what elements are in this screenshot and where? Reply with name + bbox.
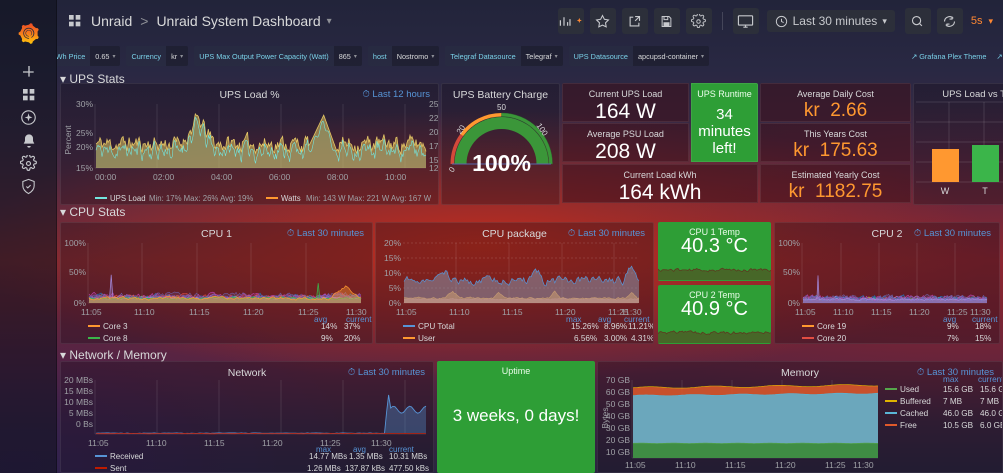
svg-text:11:20: 11:20 <box>775 460 796 470</box>
svg-text:15.6 GB: 15.6 GB <box>943 385 974 394</box>
svg-text:00:00: 00:00 <box>95 172 117 182</box>
svg-text:50%: 50% <box>783 267 800 277</box>
svg-text:11:15: 11:15 <box>204 438 225 448</box>
svg-text:9%: 9% <box>321 334 333 343</box>
svg-text:175 W: 175 W <box>429 141 439 151</box>
svg-text:UPS Load: UPS Load <box>110 194 146 203</box>
svg-text:18%: 18% <box>975 322 991 331</box>
svg-text:37%: 37% <box>344 322 360 331</box>
svg-text:14%: 14% <box>321 322 337 331</box>
svg-text:Cached: Cached <box>900 409 929 418</box>
svg-text:50: 50 <box>497 103 506 112</box>
svg-text:Core 3: Core 3 <box>103 322 128 331</box>
svg-text:20%: 20% <box>76 142 93 152</box>
svg-text:25%: 25% <box>76 128 93 138</box>
svg-text:11:20: 11:20 <box>243 307 264 317</box>
svg-text:Core 19: Core 19 <box>817 322 847 331</box>
svg-text:5%: 5% <box>389 283 402 293</box>
svg-text:11:10: 11:10 <box>675 460 696 470</box>
svg-text:15.6 GB: 15.6 GB <box>980 385 1003 394</box>
svg-text:4.31%: 4.31% <box>631 334 654 343</box>
svg-text:15 MBs: 15 MBs <box>64 386 93 396</box>
svg-text:15.26%: 15.26% <box>571 322 599 331</box>
svg-text:Free: Free <box>900 421 917 430</box>
svg-text:11:10: 11:10 <box>146 438 167 448</box>
svg-text:11.21%: 11.21% <box>628 322 654 331</box>
svg-text:1.26 MBs: 1.26 MBs <box>307 464 341 473</box>
svg-text:11:05: 11:05 <box>396 307 417 317</box>
svg-text:11:05: 11:05 <box>625 460 646 470</box>
svg-text:60 GB: 60 GB <box>606 387 630 397</box>
svg-text:11:05: 11:05 <box>795 307 816 317</box>
svg-text:Min: 17% Max: 26% Avg: 19%: Min: 17% Max: 26% Avg: 19% <box>149 194 253 203</box>
svg-text:Core 20: Core 20 <box>817 334 847 343</box>
svg-text:10 MBs: 10 MBs <box>64 397 93 407</box>
svg-text:T: T <box>982 186 988 196</box>
svg-text:Bytes: Bytes <box>600 407 610 428</box>
svg-text:8.96%: 8.96% <box>604 322 627 331</box>
svg-text:15%: 15% <box>384 253 401 263</box>
svg-text:11:15: 11:15 <box>725 460 746 470</box>
svg-text:11:10: 11:10 <box>833 307 854 317</box>
svg-text:225 W: 225 W <box>429 113 439 123</box>
svg-text:W: W <box>941 186 950 196</box>
svg-text:Sent: Sent <box>110 464 127 473</box>
svg-text:Watts: Watts <box>281 194 301 203</box>
svg-text:10.31 MBs: 10.31 MBs <box>389 452 427 461</box>
svg-text:1.35 MBs: 1.35 MBs <box>349 452 383 461</box>
svg-text:7 MB: 7 MB <box>980 397 1000 406</box>
svg-text:6.0 GB: 6.0 GB <box>980 421 1003 430</box>
svg-text:9%: 9% <box>947 322 959 331</box>
svg-text:11:25: 11:25 <box>825 460 846 470</box>
svg-text:11:30: 11:30 <box>853 460 874 470</box>
svg-text:08:00: 08:00 <box>327 172 349 182</box>
svg-text:6.56%: 6.56% <box>574 334 597 343</box>
svg-text:125 W: 125 W <box>429 163 439 173</box>
svg-text:14.77 MBs: 14.77 MBs <box>309 452 347 461</box>
svg-text:Min: 143 W Max: 221 W Avg: 167: Min: 143 W Max: 221 W Avg: 167 W <box>306 194 432 203</box>
svg-text:15%: 15% <box>975 334 991 343</box>
svg-text:11:05: 11:05 <box>88 438 109 448</box>
svg-text:20 GB: 20 GB <box>606 435 630 445</box>
svg-text:137.87 kBs: 137.87 kBs <box>345 464 385 473</box>
svg-text:7%: 7% <box>947 334 959 343</box>
svg-text:0 Bs: 0 Bs <box>76 419 93 429</box>
svg-text:10%: 10% <box>384 268 401 278</box>
svg-text:5 MBs: 5 MBs <box>69 408 93 418</box>
svg-text:06:00: 06:00 <box>269 172 291 182</box>
svg-text:Percent: Percent <box>63 125 73 155</box>
svg-text:Received: Received <box>110 452 143 461</box>
svg-text:02:00: 02:00 <box>153 172 175 182</box>
svg-text:10:00: 10:00 <box>385 172 407 182</box>
svg-text:Used: Used <box>900 385 920 394</box>
svg-text:11:05: 11:05 <box>81 307 102 317</box>
svg-text:11:15: 11:15 <box>189 307 210 317</box>
svg-text:11:10: 11:10 <box>134 307 155 317</box>
svg-text:10.5 GB: 10.5 GB <box>943 421 974 430</box>
svg-text:0: 0 <box>447 165 457 174</box>
svg-text:Core 8: Core 8 <box>103 334 128 343</box>
svg-text:46.0 GB: 46.0 GB <box>943 409 974 418</box>
svg-text:11:20: 11:20 <box>909 307 930 317</box>
svg-text:11:15: 11:15 <box>871 307 892 317</box>
svg-text:50%: 50% <box>69 267 86 277</box>
svg-text:CPU Total: CPU Total <box>418 322 455 331</box>
svg-text:11:10: 11:10 <box>449 307 470 317</box>
svg-text:3.00%: 3.00% <box>604 334 627 343</box>
svg-text:User: User <box>418 334 436 343</box>
svg-text:20%: 20% <box>344 334 360 343</box>
svg-text:11:20: 11:20 <box>262 438 283 448</box>
svg-text:7 MB: 7 MB <box>943 397 963 406</box>
svg-text:11:15: 11:15 <box>502 307 523 317</box>
svg-text:04:00: 04:00 <box>211 172 233 182</box>
svg-text:100%: 100% <box>472 150 531 176</box>
svg-text:46.0 GB: 46.0 GB <box>980 409 1003 418</box>
svg-text:15%: 15% <box>76 163 93 173</box>
svg-text:477.50 kBs: 477.50 kBs <box>389 464 429 473</box>
svg-text:200 W: 200 W <box>429 127 439 137</box>
svg-text:Buffered: Buffered <box>900 397 931 406</box>
svg-text:10 GB: 10 GB <box>606 447 630 457</box>
